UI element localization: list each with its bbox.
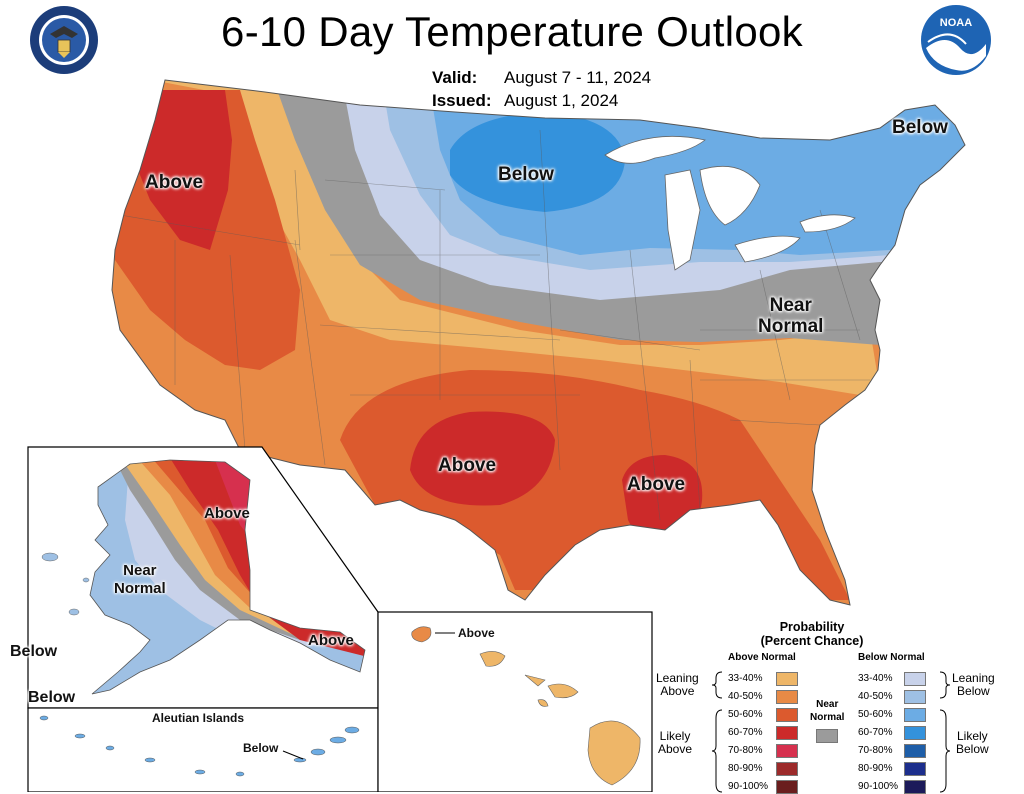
- label-alaska-west: Near Normal: [114, 562, 166, 597]
- legend-above-range-5: 80-90%: [728, 763, 763, 774]
- label-hawaii: Above: [458, 626, 495, 640]
- legend-below-range-6: 90-100%: [858, 781, 899, 792]
- bering-islands: [41, 552, 90, 616]
- valid-dates-value: August 7 - 11, 2024: [504, 68, 652, 87]
- legend-near-normal-label: Near Normal: [810, 699, 845, 723]
- legend-below-swatch-4: [904, 744, 926, 758]
- legend-below-range-3: 60-70%: [858, 727, 893, 738]
- legend-below-range-0: 33-40%: [858, 673, 893, 684]
- legend-above-swatch-3: [776, 726, 798, 740]
- legend: Probability (Percent Chance) Above Norma…: [652, 612, 1024, 794]
- brace-leaning-below: [939, 671, 951, 699]
- label-alaska-sw: Below: [28, 689, 76, 706]
- issued-date: Issued: August 1, 2024: [432, 91, 618, 111]
- hawaii-islands: [411, 626, 641, 786]
- legend-above-swatch-0: [776, 672, 798, 686]
- issued-label: Issued:: [432, 91, 492, 110]
- legend-below-range-2: 50-60%: [858, 709, 893, 720]
- legend-above-range-4: 70-80%: [728, 745, 763, 756]
- label-conus-southeast: Above: [627, 474, 686, 495]
- legend-above-range-2: 50-60%: [728, 709, 763, 720]
- label-conus-northeast: Below: [892, 117, 948, 138]
- legend-leaning-above: Leaning Above: [656, 671, 699, 698]
- legend-above-head: Above Normal: [728, 652, 796, 663]
- aleutian-islands: [39, 715, 360, 777]
- legend-above-range-1: 40-50%: [728, 691, 763, 702]
- map-title: 6-10 Day Temperature Outlook: [221, 8, 803, 55]
- aleutian-pointer: [282, 750, 304, 760]
- conus-outline: [111, 79, 966, 606]
- legend-below-range-4: 70-80%: [858, 745, 893, 756]
- legend-likely-below: Likely Below: [956, 729, 989, 756]
- label-alaska-bering: Below: [10, 643, 58, 660]
- alaska-outline: [89, 459, 366, 695]
- aleutian-title: Aleutian Islands: [152, 711, 245, 725]
- noaa-logo: NOAA: [921, 5, 991, 75]
- legend-above-range-0: 33-40%: [728, 673, 763, 684]
- department-of-commerce-seal: [30, 6, 98, 74]
- brace-likely-above: [711, 709, 723, 793]
- legend-likely-above: Likely Above: [658, 729, 693, 756]
- legend-below-range-5: 80-90%: [858, 763, 893, 774]
- legend-above-swatch-2: [776, 708, 798, 722]
- legend-below-head: Below Normal: [858, 652, 925, 663]
- label-conus-north: Below: [498, 164, 554, 185]
- valid-label: Valid:: [432, 68, 478, 87]
- legend-below-range-1: 40-50%: [858, 691, 893, 702]
- label-conus-west: Above: [145, 172, 204, 193]
- label-alaska-southeast: Above: [308, 632, 354, 649]
- legend-below-swatch-5: [904, 762, 926, 776]
- valid-dates: Valid: August 7 - 11, 2024: [432, 68, 651, 88]
- state-boundaries: [119, 129, 870, 521]
- noaa-logo-text: NOAA: [940, 17, 972, 29]
- legend-above-swatch-5: [776, 762, 798, 776]
- label-alaska-north: Above: [204, 505, 250, 522]
- legend-title: Probability (Percent Chance): [760, 620, 864, 648]
- legend-above-range-3: 60-70%: [728, 727, 763, 738]
- label-aleutian: Below: [243, 741, 279, 755]
- legend-below-swatch-1: [904, 690, 926, 704]
- legend-leaning-below: Leaning Below: [952, 671, 995, 698]
- legend-above-range-6: 90-100%: [728, 781, 769, 792]
- brace-likely-below: [939, 709, 951, 793]
- legend-below-swatch-0: [904, 672, 926, 686]
- legend-near-normal-swatch: [816, 729, 838, 743]
- legend-above-swatch-4: [776, 744, 798, 758]
- brace-leaning-above: [711, 671, 723, 699]
- label-conus-texas: Above: [438, 455, 497, 476]
- legend-below-swatch-2: [904, 708, 926, 722]
- label-conus-east: Near Normal: [758, 295, 824, 337]
- great-lakes: [604, 135, 856, 271]
- legend-above-swatch-1: [776, 690, 798, 704]
- issued-date-value: August 1, 2024: [504, 91, 619, 110]
- legend-below-swatch-3: [904, 726, 926, 740]
